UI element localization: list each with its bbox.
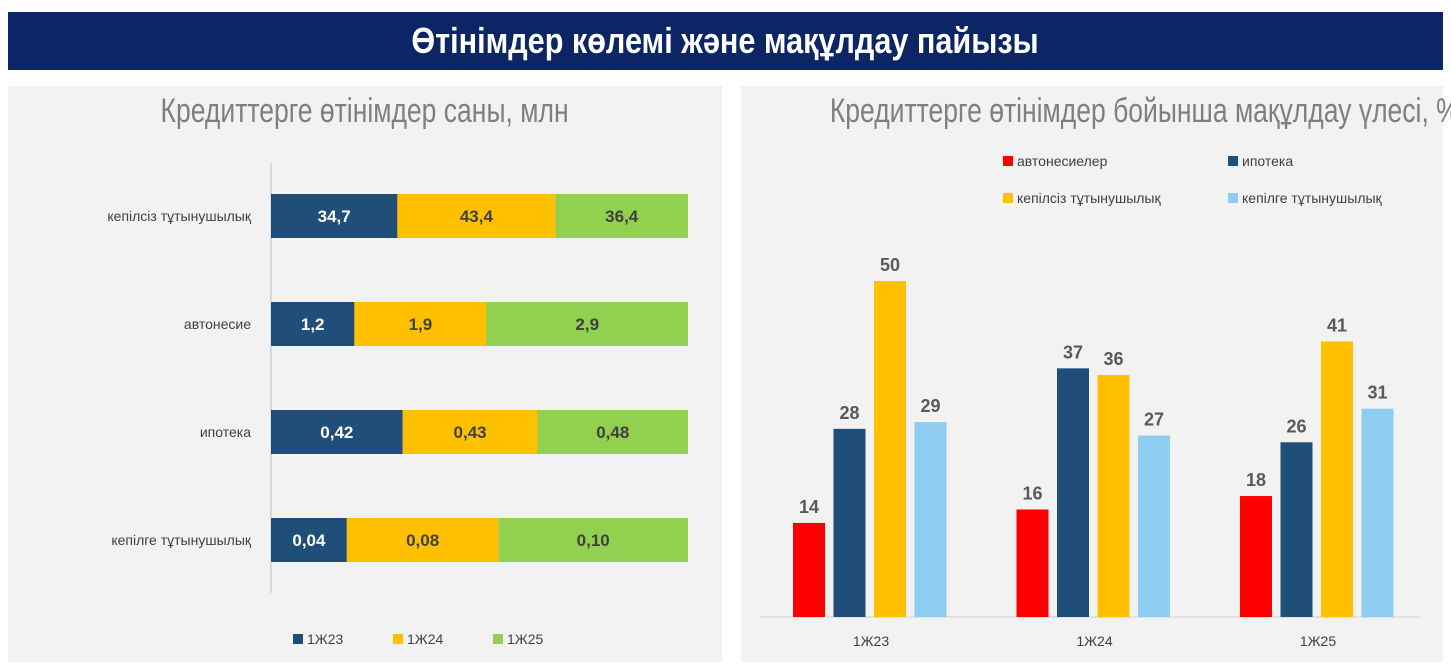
legend-swatch — [1228, 193, 1238, 203]
data-label: 0,04 — [292, 531, 326, 550]
data-label: 1,2 — [301, 315, 325, 334]
applications-count-chart: кепілсіз тұтынушылық 34,7 43,4 36,4 автонеси… — [107, 163, 688, 647]
legend-swatch — [393, 634, 403, 644]
data-label: 0,10 — [577, 531, 610, 550]
bar — [914, 422, 947, 617]
data-label: 2,9 — [575, 315, 599, 334]
legend-label: кепілге тұтынушылық — [1242, 190, 1383, 206]
bar-segment — [402, 410, 538, 454]
legend-label: 1Ж24 — [407, 631, 443, 647]
data-label: 29 — [920, 396, 940, 416]
legend-label: ипотека — [1242, 153, 1293, 169]
bar — [874, 281, 906, 617]
data-label: 31 — [1367, 383, 1387, 403]
category-label: кепілсіз тұтынушылық — [107, 208, 251, 224]
right-chart-title: Кредиттерге өтінімдер бойынша мақұлдау ү… — [829, 92, 1451, 130]
legend-swatch — [1003, 193, 1013, 203]
data-label: 37 — [1063, 342, 1083, 362]
data-label: 0,48 — [596, 423, 629, 442]
bar — [793, 522, 825, 617]
data-label: 43,4 — [460, 207, 494, 226]
legend-swatch — [1228, 156, 1238, 166]
applications-count-panel: Кредиттерге өтінімдер саны, млн кепілсіз… — [8, 86, 722, 662]
bar-segment — [346, 518, 499, 562]
data-label: 41 — [1327, 315, 1347, 335]
bar-segment — [397, 194, 556, 238]
bar-segment — [271, 194, 398, 238]
bar-segment — [354, 302, 487, 346]
title-banner: Өтінімдер көлемі және мақұлдау пайызы — [8, 12, 1443, 70]
bar-segment — [498, 518, 688, 562]
bar — [1361, 408, 1394, 617]
approval-share-chart: 14 28 50 29 1Ж23 16 37 36 27 1Ж24 18 26 41 31 1Ж25 авто… — [760, 153, 1420, 649]
left-chart-title: Кредиттерге өтінімдер саны, млн — [160, 92, 570, 130]
category-label: кепілге тұтынушылық — [111, 532, 252, 548]
data-label: 50 — [880, 255, 900, 275]
legend-label: кепілсіз тұтынушылық — [1017, 190, 1161, 206]
category-label: ипотека — [200, 424, 251, 440]
bar-segment — [555, 194, 688, 238]
data-label: 16 — [1022, 483, 1042, 503]
data-label: 26 — [1286, 416, 1306, 436]
bar — [1138, 435, 1170, 617]
legend-swatch — [293, 634, 303, 644]
legend-label: 1Ж23 — [307, 631, 343, 647]
x-tick-label: 1Ж23 — [853, 633, 889, 649]
data-label: 0,43 — [454, 423, 487, 442]
category-label: автонесие — [184, 316, 251, 332]
bar — [1016, 509, 1049, 617]
legend-swatch — [1003, 156, 1013, 166]
data-label: 0,42 — [320, 423, 353, 442]
bar-segment — [537, 410, 688, 454]
x-tick-label: 1Ж24 — [1076, 633, 1112, 649]
data-label: 28 — [839, 403, 859, 423]
legend-label: автонесиелер — [1017, 153, 1108, 169]
bar — [1240, 496, 1272, 617]
legend-swatch — [493, 634, 503, 644]
data-label: 14 — [799, 497, 819, 517]
data-label: 34,7 — [318, 207, 351, 226]
bar-segment — [271, 518, 347, 562]
bar-segment — [271, 302, 355, 346]
page-title: Өтінімдер көлемі және мақұлдау пайызы — [411, 20, 1040, 61]
x-tick-label: 1Ж25 — [1300, 633, 1336, 649]
bar — [1321, 341, 1353, 617]
legend-label: 1Ж25 — [507, 631, 543, 647]
data-label: 18 — [1246, 470, 1266, 490]
data-label: 36,4 — [605, 207, 639, 226]
data-label: 1,9 — [409, 315, 433, 334]
approval-share-panel: Кредиттерге өтінімдер бойынша мақұлдау ү… — [741, 86, 1451, 662]
bar-segment — [486, 302, 688, 346]
bar — [1280, 442, 1313, 617]
bar — [1097, 375, 1130, 617]
data-label: 27 — [1144, 410, 1164, 430]
data-label: 36 — [1103, 349, 1123, 369]
data-label: 0,08 — [406, 531, 439, 550]
bar-segment — [271, 410, 403, 454]
bar — [833, 428, 866, 617]
bar — [1057, 368, 1089, 617]
